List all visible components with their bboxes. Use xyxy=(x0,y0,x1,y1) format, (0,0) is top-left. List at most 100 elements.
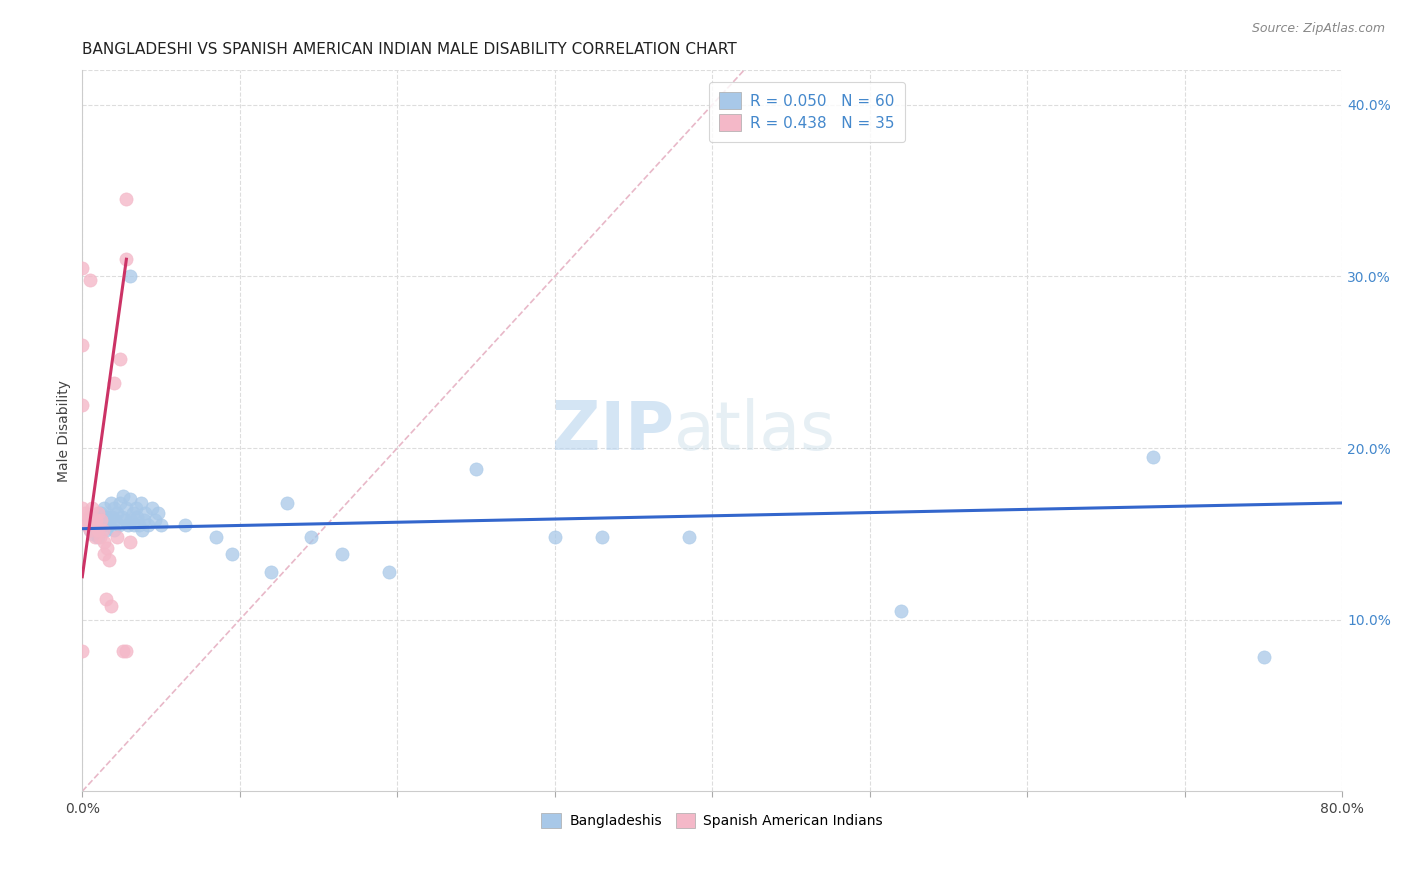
Point xyxy=(118,492,141,507)
Point xyxy=(128,518,150,533)
Point xyxy=(134,506,156,520)
Y-axis label: Male Disability: Male Disability xyxy=(58,380,72,482)
Point xyxy=(72,643,94,657)
Point xyxy=(678,530,700,544)
Point xyxy=(143,513,166,527)
Point xyxy=(94,524,117,538)
Point xyxy=(107,518,129,533)
Point xyxy=(108,351,131,366)
Point xyxy=(91,524,114,538)
Point xyxy=(93,535,115,549)
Point xyxy=(105,506,128,520)
Point xyxy=(118,269,141,284)
Point xyxy=(98,552,121,566)
Point xyxy=(118,535,141,549)
Point xyxy=(83,509,105,524)
Point xyxy=(127,509,149,524)
Point xyxy=(112,489,135,503)
Point xyxy=(260,565,283,579)
Point xyxy=(80,518,103,533)
Point xyxy=(111,509,134,524)
Point xyxy=(330,548,353,562)
Point xyxy=(82,526,104,541)
Point xyxy=(378,565,401,579)
Point xyxy=(103,376,125,390)
Point xyxy=(1142,450,1164,464)
Point xyxy=(115,643,138,657)
Text: ZIP: ZIP xyxy=(553,398,675,464)
Point xyxy=(80,501,103,516)
Point xyxy=(104,513,127,527)
Point xyxy=(79,524,101,538)
Point xyxy=(117,518,139,533)
Point xyxy=(1253,650,1275,665)
Point xyxy=(83,530,105,544)
Point xyxy=(98,518,121,533)
Point xyxy=(138,518,160,533)
Point xyxy=(108,496,131,510)
Point xyxy=(465,461,488,475)
Point xyxy=(72,338,94,352)
Point xyxy=(114,513,136,527)
Point xyxy=(120,513,142,527)
Point xyxy=(94,509,117,524)
Text: Source: ZipAtlas.com: Source: ZipAtlas.com xyxy=(1251,22,1385,36)
Point xyxy=(82,518,104,533)
Legend: Bangladeshis, Spanish American Indians: Bangladeshis, Spanish American Indians xyxy=(534,805,890,835)
Point xyxy=(72,501,94,516)
Point xyxy=(115,252,138,267)
Point xyxy=(89,530,111,544)
Point xyxy=(103,501,125,516)
Point xyxy=(173,518,195,533)
Point xyxy=(890,604,912,618)
Point xyxy=(76,518,98,533)
Point xyxy=(87,530,110,544)
Point xyxy=(96,541,118,555)
Point xyxy=(125,501,148,516)
Point xyxy=(90,506,112,520)
Point xyxy=(205,530,228,544)
Point xyxy=(591,530,613,544)
Point xyxy=(79,513,101,527)
Point xyxy=(77,509,100,524)
Point xyxy=(100,496,122,510)
Point xyxy=(544,530,567,544)
Point xyxy=(72,398,94,412)
Point xyxy=(86,513,108,527)
Point xyxy=(276,496,298,510)
Text: BANGLADESHI VS SPANISH AMERICAN INDIAN MALE DISABILITY CORRELATION CHART: BANGLADESHI VS SPANISH AMERICAN INDIAN M… xyxy=(83,42,737,57)
Point xyxy=(132,513,155,527)
Point xyxy=(76,513,98,527)
Point xyxy=(122,518,145,533)
Text: atlas: atlas xyxy=(675,398,835,464)
Point xyxy=(87,524,110,538)
Point xyxy=(87,513,110,527)
Point xyxy=(79,273,101,287)
Point xyxy=(96,513,118,527)
Point xyxy=(72,260,94,275)
Point xyxy=(94,592,117,607)
Point xyxy=(121,506,143,520)
Point xyxy=(93,501,115,516)
Point xyxy=(90,513,112,527)
Point xyxy=(299,530,322,544)
Point xyxy=(146,506,169,520)
Point xyxy=(129,496,152,510)
Point xyxy=(93,548,115,562)
Point xyxy=(103,524,125,538)
Point xyxy=(221,548,243,562)
Point xyxy=(100,599,122,613)
Point xyxy=(141,501,163,516)
Point xyxy=(79,524,101,538)
Point xyxy=(75,506,97,520)
Point xyxy=(150,518,173,533)
Point xyxy=(131,524,153,538)
Point xyxy=(105,530,128,544)
Point xyxy=(112,643,135,657)
Point xyxy=(87,506,110,520)
Point xyxy=(91,518,114,533)
Point xyxy=(101,509,124,524)
Point xyxy=(115,192,138,206)
Point xyxy=(72,513,94,527)
Point xyxy=(115,501,138,516)
